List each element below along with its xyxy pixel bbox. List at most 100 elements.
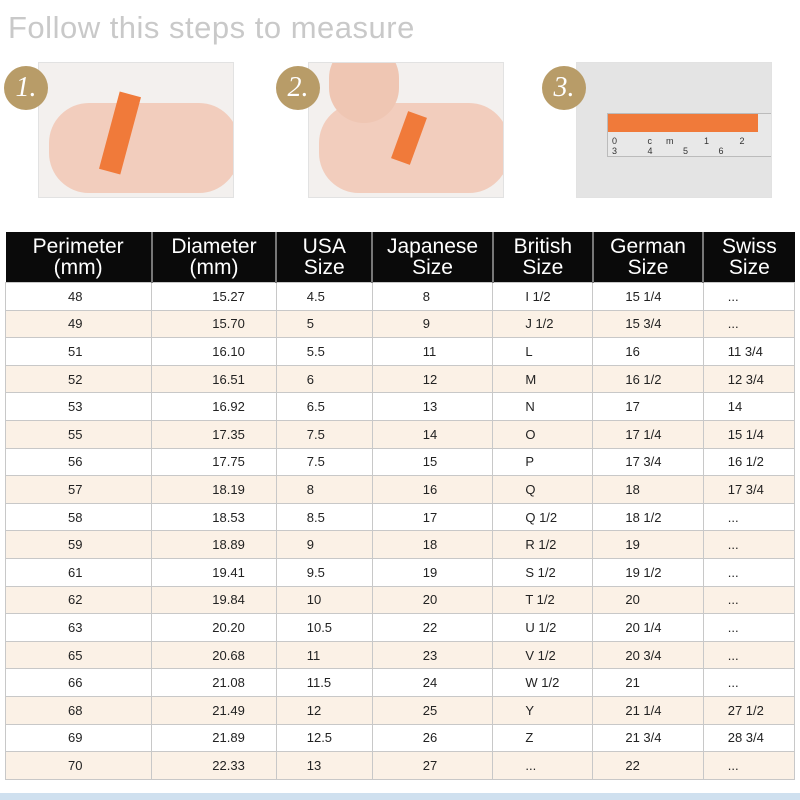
fingers-illustration	[329, 63, 399, 123]
table-cell: U 1/2	[492, 613, 594, 642]
table-cell: 9.5	[275, 557, 373, 587]
table-cell: M	[492, 364, 594, 394]
table-cell: ...	[702, 613, 796, 642]
table-cell: 5	[275, 309, 373, 339]
table-cell: 69	[4, 723, 153, 753]
table-row: 55 17.35 7.5 14 O 17 1/4 15 1/4	[4, 419, 796, 449]
table-cell: 63	[4, 613, 153, 642]
table-cell: 10.5	[275, 613, 373, 642]
table-row: 62 19.84 10 20 T 1/2 20...	[4, 585, 796, 615]
table-cell: ...	[702, 640, 796, 670]
table-cell: 13	[371, 392, 494, 421]
table-cell: 56	[4, 447, 153, 477]
table-cell: 14	[702, 392, 796, 421]
table-cell: S 1/2	[492, 557, 594, 587]
table-cell: 11 3/4	[702, 337, 796, 366]
table-cell: 20	[371, 585, 494, 615]
table-cell: 20 1/4	[592, 613, 704, 642]
column-header-line: Diameter	[171, 235, 257, 258]
table-cell: 21 1/4	[592, 695, 704, 725]
table-cell: 23	[371, 640, 494, 670]
ruler-marks: 0 cm 1 2 3 4 5 6	[612, 136, 759, 156]
table-cell: 11	[371, 337, 494, 366]
table-cell: 21 3/4	[592, 723, 704, 753]
table-cell: 19 1/2	[592, 557, 704, 587]
table-cell: 12	[275, 695, 373, 725]
table-cell: 16.51	[151, 364, 277, 394]
table-cell: 51	[4, 337, 153, 366]
ruler: 0 cm 1 2 3 4 5 6	[607, 113, 771, 157]
table-cell: 21	[592, 668, 704, 697]
table-cell: 8.5	[275, 502, 373, 532]
step-3-badge: 3.	[542, 66, 586, 110]
table-cell: 18	[371, 530, 494, 559]
column-header-line: Size	[303, 256, 345, 279]
table-header-row: Perimeter (mm) Diameter (mm) USA Size Japanese…	[5, 232, 795, 283]
table-cell: 18 1/2	[592, 502, 704, 532]
table-row: 59 18.89 9 18 R 1/2 19...	[4, 530, 796, 559]
table-row: 68 21.49 12 25 Y 21 1/4 27 1/2	[4, 695, 796, 725]
table-cell: ...	[702, 502, 796, 532]
table-cell: 20.68	[151, 640, 277, 670]
table-cell: 12	[371, 364, 494, 394]
table-cell: 17 1/4	[592, 419, 704, 449]
table-cell: 66	[4, 668, 153, 697]
table-cell: 21.89	[151, 723, 277, 753]
table-cell: 26	[371, 723, 494, 753]
column-header-line: Size	[412, 256, 453, 279]
table-cell: 16	[592, 337, 704, 366]
table-row: 70 22.33 13 27... 22...	[4, 751, 796, 780]
table-cell: 70	[4, 751, 153, 780]
table-cell: 15	[371, 447, 494, 477]
table-cell: ...	[702, 668, 796, 697]
table-cell: 12 3/4	[702, 364, 796, 394]
table-row: 56 17.75 7.5 15 P 17 3/4 16 1/2	[4, 447, 796, 477]
table-row: 49 15.70 5 9 J 1/2 15 3/4...	[4, 309, 796, 339]
table-cell: 8	[275, 475, 373, 504]
table-cell: V 1/2	[492, 640, 594, 670]
table-cell: 15.27	[151, 282, 277, 311]
table-cell: 11	[275, 640, 373, 670]
table-cell: 22.33	[151, 751, 277, 780]
column-header-line: (mm)	[189, 256, 239, 279]
table-cell: 68	[4, 695, 153, 725]
table-cell: Q	[492, 475, 594, 504]
table-cell: 20.20	[151, 613, 277, 642]
table-cell: ...	[702, 530, 796, 559]
column-header-line: Japanese	[387, 235, 479, 258]
table-cell: 27 1/2	[702, 695, 796, 725]
table-cell: 24	[371, 668, 494, 697]
table-row: 65 20.68 11 23 V 1/2 20 3/4...	[4, 640, 796, 670]
table-cell: 65	[4, 640, 153, 670]
table-cell: 53	[4, 392, 153, 421]
table-cell: 20	[592, 585, 704, 615]
table-cell: 13	[275, 751, 373, 780]
column-header: Japanese Size	[371, 232, 493, 283]
table-cell: 17	[371, 502, 494, 532]
step-1-badge: 1.	[4, 66, 48, 110]
table-cell: I 1/2	[492, 282, 594, 311]
table-cell: 20 3/4	[592, 640, 704, 670]
table-cell: 17.75	[151, 447, 277, 477]
column-header: Diameter (mm)	[150, 232, 277, 283]
table-cell: 16	[371, 475, 494, 504]
table-cell: 19.84	[151, 585, 277, 615]
table-cell: 55	[4, 419, 153, 449]
table-cell: 28 3/4	[702, 723, 796, 753]
table-cell: 52	[4, 364, 153, 394]
column-header: German Size	[591, 232, 704, 283]
table-cell: 17 3/4	[702, 475, 796, 504]
step-1-image	[38, 62, 234, 198]
table-cell: 18	[592, 475, 704, 504]
step-2-badge: 2.	[276, 66, 320, 110]
table-cell: 16.10	[151, 337, 277, 366]
table-cell: 9	[275, 530, 373, 559]
table-cell: 21.08	[151, 668, 277, 697]
table-cell: 22	[371, 613, 494, 642]
column-header-line: British	[513, 235, 573, 258]
page-title: Follow this steps to measure	[8, 10, 415, 45]
table-cell: 17	[592, 392, 704, 421]
table-row: 48 15.27 4.5 8 I 1/2 15 1/4...	[4, 282, 796, 311]
table-row: 63 20.20 10.5 22 U 1/2 20 1/4...	[4, 613, 796, 642]
bottom-border	[0, 793, 800, 800]
